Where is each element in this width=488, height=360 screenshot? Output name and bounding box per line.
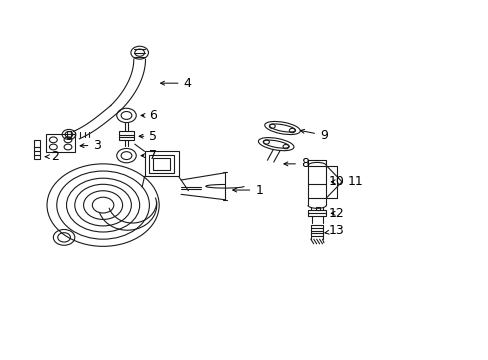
Text: 10: 10 <box>327 175 344 188</box>
Text: 13: 13 <box>325 224 344 238</box>
Text: 7: 7 <box>141 149 157 162</box>
Bar <box>149 155 173 173</box>
Text: 9: 9 <box>300 129 327 142</box>
Text: 4: 4 <box>160 77 191 90</box>
Bar <box>315 207 319 211</box>
Text: 3: 3 <box>80 139 101 152</box>
Text: 12: 12 <box>327 207 344 220</box>
Text: 2: 2 <box>45 150 59 163</box>
Bar <box>34 140 40 159</box>
Text: 1: 1 <box>232 184 263 197</box>
Text: 6: 6 <box>141 109 157 122</box>
Text: 8: 8 <box>284 157 308 170</box>
Text: 5: 5 <box>139 130 157 143</box>
Bar <box>307 211 326 216</box>
Bar <box>119 131 134 140</box>
Text: 11: 11 <box>347 175 363 188</box>
Bar <box>153 158 169 170</box>
Bar <box>144 151 178 176</box>
Bar <box>307 166 326 198</box>
Bar <box>46 134 75 152</box>
